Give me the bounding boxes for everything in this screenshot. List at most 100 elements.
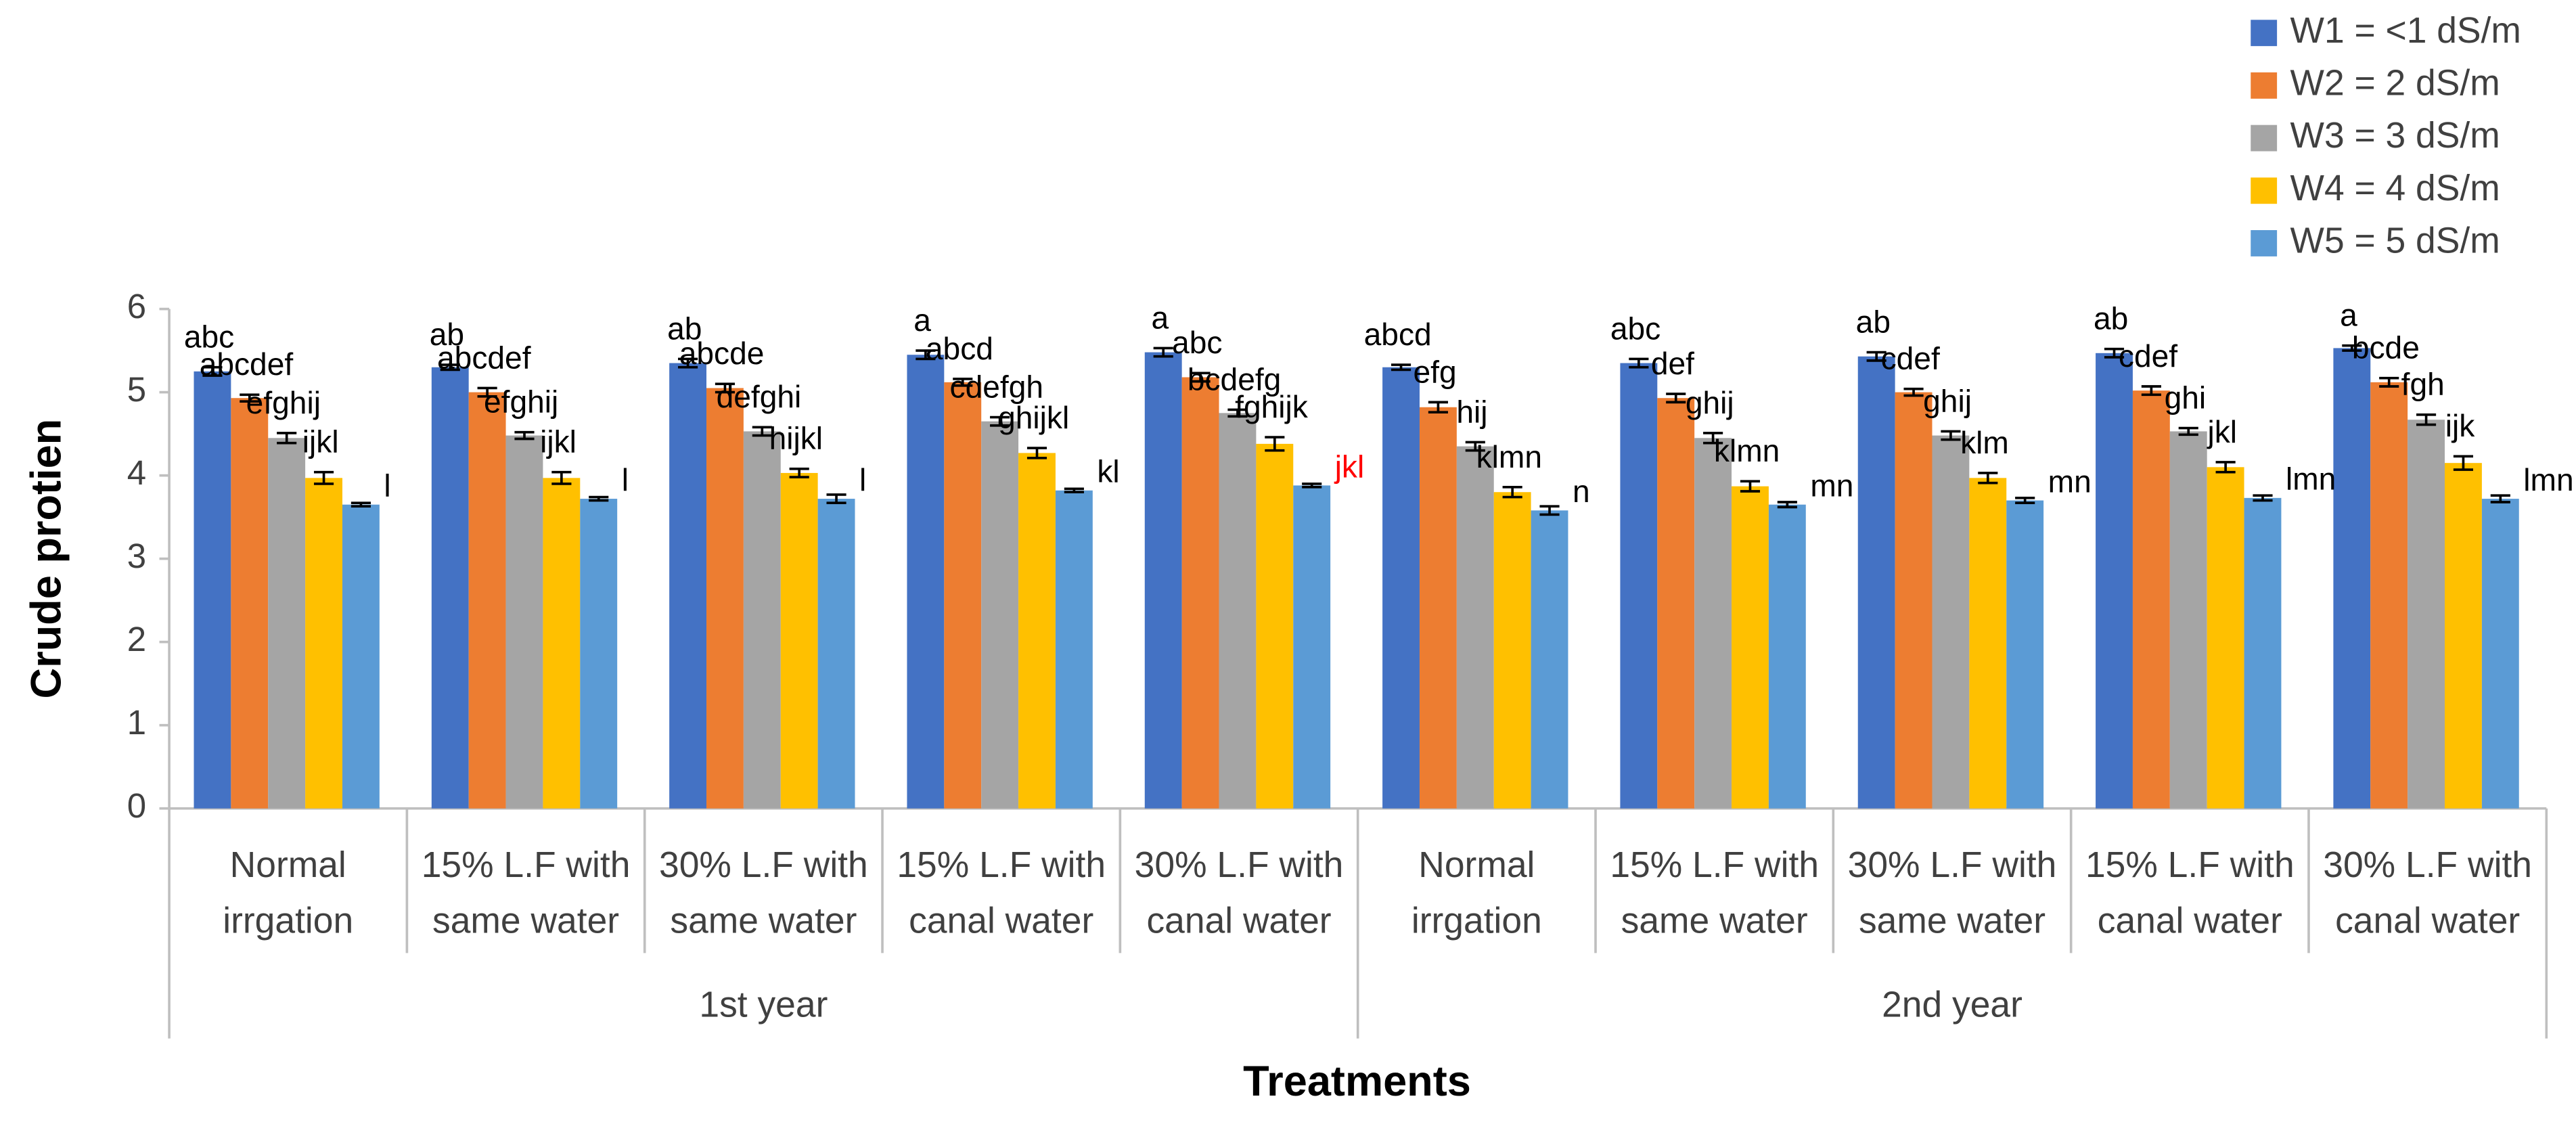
x-tick-label: same water [1859,901,2046,941]
significance-letter: abc [184,319,234,355]
significance-letter: jkl [2206,414,2237,449]
year-label: 2nd year [1882,985,2023,1025]
y-tick-label: 2 [127,620,146,658]
bar [907,355,945,809]
bar [1932,435,1970,809]
bar [1144,352,1182,809]
bar [305,478,342,809]
significance-letter: n [1573,474,1590,509]
x-tick-label: canal water [2098,901,2282,941]
bar [1531,510,1568,809]
x-tick-label: canal water [1146,901,1331,941]
significance-letter: cdefgh [950,369,1044,404]
significance-letter: kl [1097,454,1119,489]
bar [1293,485,1331,809]
significance-letter: a [1152,300,1169,335]
bar [1969,478,2007,809]
bar [468,392,506,809]
significance-letter: abcdef [200,346,294,382]
year-label: 1st year [699,985,828,1025]
x-tick-label: irrgation [223,901,353,941]
significance-letter: l [622,462,629,497]
x-tick-label: same water [1621,901,1808,941]
significance-letter: l [859,462,866,497]
significance-letter: ghijkl [998,400,1069,435]
significance-letter: hijkl [769,421,823,456]
bar [780,472,818,809]
significance-letter: defghi [717,379,802,414]
bar [231,398,269,809]
x-axis-title: Treatments [1243,1058,1471,1105]
significance-letter: hij [1456,394,1487,429]
significance-letter: abc [1172,325,1222,360]
bar [1382,367,1420,809]
bar [268,438,306,809]
significance-letter: cdef [1881,341,1940,376]
x-tick-label: 30% L.F with [659,845,868,885]
bar [431,367,469,809]
significance-letter: abcd [1364,317,1432,352]
bar [1219,413,1257,809]
significance-letter: ghij [1923,383,1972,418]
significance-letter: lmn [2286,462,2336,497]
legend-label: W1 = <1 dS/m [2290,11,2521,51]
bar [743,431,781,809]
y-tick-label: 4 [127,453,146,492]
significance-letter: def [1651,346,1694,381]
x-tick-label: irrgation [1411,901,1542,941]
x-tick-label: Normal [1418,845,1535,885]
bar [1857,356,1895,809]
bar [543,478,581,809]
bar [1620,363,1658,809]
legend-label: W5 = 5 dS/m [2290,221,2500,261]
significance-letter: mn [2048,464,2092,499]
bar [1419,407,1457,809]
significance-letter: bcde [2352,330,2420,365]
bar [580,499,618,809]
significance-letter: ghi [2165,380,2207,415]
bar [342,504,380,809]
x-tick-label: 30% L.F with [2323,845,2532,885]
bar [1657,398,1695,809]
bar [2132,390,2170,809]
bar [2333,348,2371,809]
y-tick-label: 0 [127,786,146,825]
legend-swatch [2251,20,2278,47]
y-tick-label: 1 [127,703,146,742]
significance-letter: efghij [484,384,558,420]
bar [1256,443,1294,809]
legend-swatch [2251,125,2278,152]
bar [505,435,543,809]
bar [817,499,855,809]
x-tick-label: 15% L.F with [2085,845,2295,885]
significance-letter: ijkl [302,424,339,459]
significance-letter: abc [1610,311,1660,346]
bar [669,363,707,809]
bar [2370,382,2408,809]
significance-letter: efg [1413,354,1456,389]
bar [2207,467,2244,809]
bar [1456,446,1494,809]
significance-letter: ab [1856,304,1891,339]
bar [706,388,744,809]
x-tick-label: 15% L.F with [422,845,631,885]
x-tick-label: 30% L.F with [1135,845,1344,885]
bar [1694,438,1732,809]
significance-letter: mn [1810,468,1853,503]
significance-letter: bcdefg [1188,361,1282,397]
bar [2481,499,2519,809]
legend-swatch [2251,72,2278,99]
y-tick-label: 6 [127,287,146,325]
significance-letter: a [2340,298,2357,333]
x-tick-label: canal water [2335,901,2520,941]
legend-swatch [2251,230,2278,256]
bar [194,371,231,809]
significance-letter: ab [2094,301,2128,336]
bar [981,421,1019,809]
x-tick-label: canal water [909,901,1093,941]
bar [1732,486,1769,809]
bar [944,382,982,809]
significance-letter: ijk [2445,408,2475,443]
